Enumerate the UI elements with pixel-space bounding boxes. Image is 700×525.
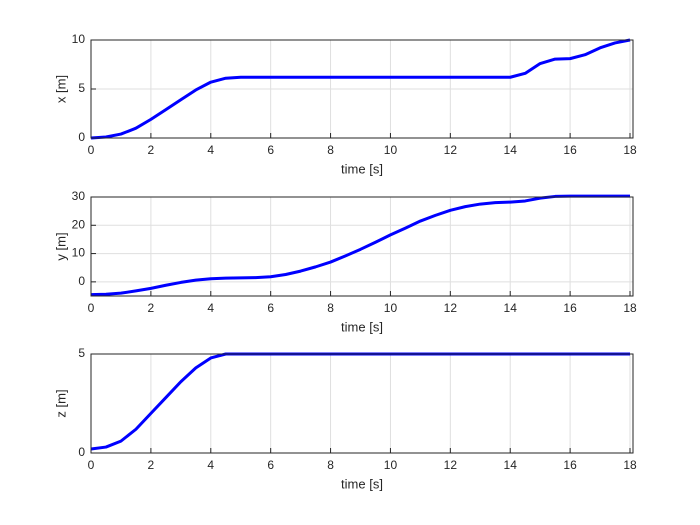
y-tick-label: 5 <box>78 81 85 95</box>
x-axis-label: time [s] <box>341 161 383 176</box>
x-tick-label: 4 <box>207 458 214 472</box>
y-axis-label: z [m] <box>53 389 68 417</box>
x-tick-label: 16 <box>563 143 577 157</box>
x-tick-label: 2 <box>148 143 155 157</box>
y-tick-label: 10 <box>72 246 86 260</box>
axes-box <box>90 353 634 454</box>
x-tick-label: 8 <box>327 301 334 315</box>
y-tick-label: 10 <box>72 32 86 46</box>
data-line <box>90 38 631 140</box>
x-axis-label: time [s] <box>341 319 383 334</box>
axes-background <box>91 354 633 453</box>
axes-box <box>90 196 634 297</box>
x-tick-label: 10 <box>384 301 398 315</box>
y-tick-label: 20 <box>72 217 86 231</box>
x-tick-label: 14 <box>504 143 518 157</box>
y-tick-label: 0 <box>78 130 85 144</box>
x-tick-label: 4 <box>207 301 214 315</box>
x-tick-label: 6 <box>267 143 274 157</box>
x-tick-label: 16 <box>563 458 577 472</box>
y-tick-label: 0 <box>78 445 85 459</box>
x-tick-label: 18 <box>623 458 637 472</box>
x-tick-label: 18 <box>623 143 637 157</box>
axes-box <box>90 39 634 139</box>
y-tick-label: 0 <box>78 274 85 288</box>
x-tick-label: 2 <box>148 301 155 315</box>
x-tick-label: 8 <box>327 143 334 157</box>
x-tick-label: 12 <box>444 143 458 157</box>
x-tick-label: 4 <box>207 143 214 157</box>
x-axis-label: time [s] <box>341 476 383 491</box>
x-tick-label: 6 <box>267 301 274 315</box>
data-line <box>90 194 631 297</box>
y-tick-label: 30 <box>72 189 86 203</box>
y-axis-label: y [m] <box>53 232 68 260</box>
y-tick-label: 5 <box>78 346 85 360</box>
x-tick-label: 18 <box>623 301 637 315</box>
x-tick-label: 10 <box>384 143 398 157</box>
x-tick-label: 6 <box>267 458 274 472</box>
x-tick-label: 0 <box>88 301 95 315</box>
x-tick-label: 16 <box>563 301 577 315</box>
x-tick-label: 14 <box>504 301 518 315</box>
x-tick-label: 12 <box>444 301 458 315</box>
x-tick-label: 0 <box>88 143 95 157</box>
axes-background <box>91 197 633 296</box>
x-tick-label: 14 <box>504 458 518 472</box>
x-tick-label: 10 <box>384 458 398 472</box>
x-tick-label: 2 <box>148 458 155 472</box>
x-tick-label: 12 <box>444 458 458 472</box>
x-tick-label: 0 <box>88 458 95 472</box>
x-tick-label: 8 <box>327 458 334 472</box>
y-axis-label: x [m] <box>53 75 68 103</box>
